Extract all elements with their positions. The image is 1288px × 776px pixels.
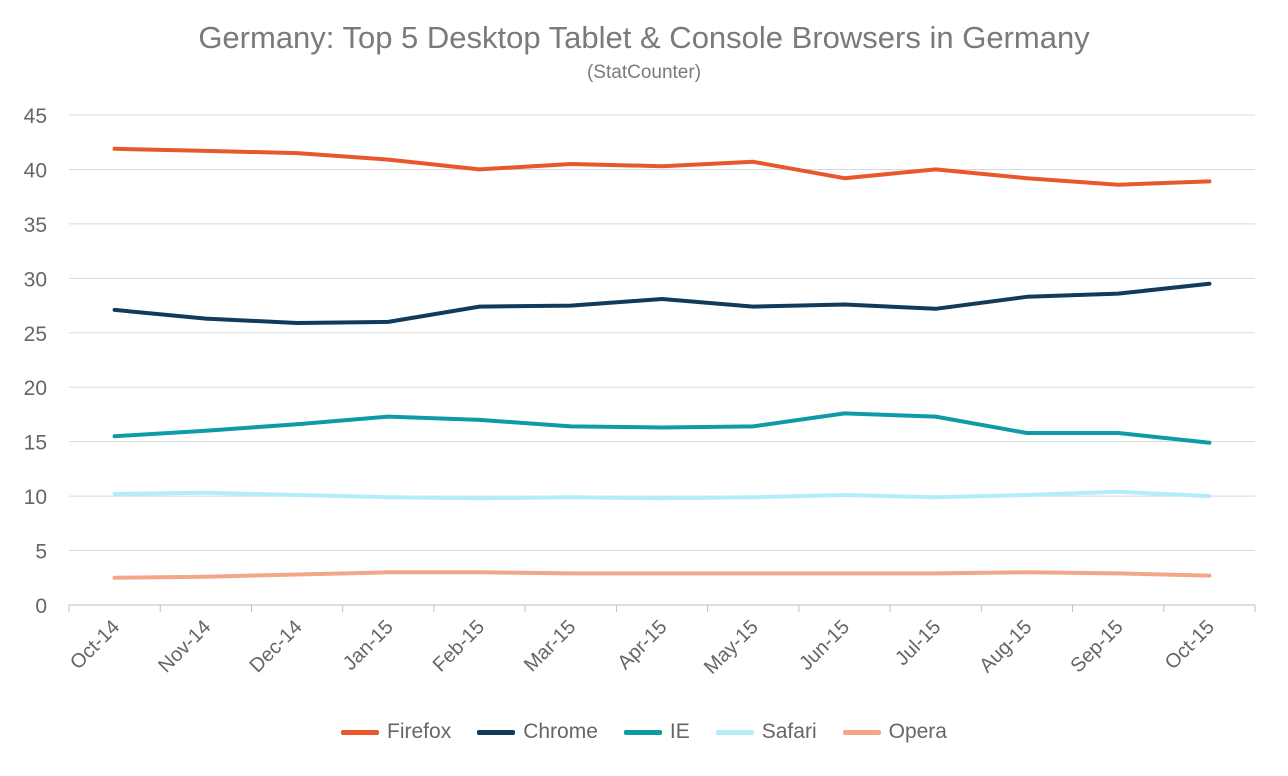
series-line-firefox — [112, 146, 1212, 187]
chart-subtitle: (StatCounter) — [586, 62, 702, 83]
series-line-chrome — [112, 281, 1212, 325]
y-tick-label: 25 — [24, 323, 47, 346]
legend-swatch — [715, 729, 754, 735]
x-tick-label: Nov-14 — [154, 616, 215, 677]
x-tick-label: Oct-14 — [66, 616, 124, 674]
y-tick-label: 0 — [35, 595, 47, 618]
y-tick-label: 5 — [35, 541, 47, 564]
x-tick-label: Mar-15 — [520, 616, 580, 676]
x-tick-label: Dec-14 — [245, 616, 306, 677]
x-tick-label: Apr-15 — [614, 616, 672, 674]
series-line-opera — [112, 570, 1212, 580]
legend-swatch — [842, 729, 881, 735]
legend-item-ie: IE — [623, 720, 690, 744]
legend-label: Firefox — [387, 720, 452, 743]
x-tick-label: Sep-15 — [1067, 616, 1128, 677]
x-tick-label: Aug-15 — [975, 616, 1036, 677]
legend-swatch — [477, 729, 516, 735]
y-tick-label: 40 — [24, 159, 47, 182]
legend-item-opera: Opera — [842, 720, 947, 744]
legend-label: Safari — [761, 720, 817, 743]
legend-swatch — [341, 729, 380, 735]
y-tick-label: 30 — [24, 268, 47, 291]
y-tick-label: 15 — [24, 432, 47, 455]
legend-item-chrome: Chrome — [477, 720, 598, 744]
legend: Firefox Chrome IE Safari Opera — [0, 720, 1288, 744]
legend-item-firefox: Firefox — [341, 720, 451, 744]
y-tick-label: 10 — [24, 486, 47, 509]
legend-item-safari: Safari — [715, 720, 817, 744]
x-tick-label: Oct-15 — [1161, 616, 1219, 674]
x-tick-label: Jun-15 — [795, 616, 854, 675]
legend-label: Opera — [888, 720, 947, 743]
y-tick-label: 45 — [24, 105, 47, 128]
series-line-ie — [112, 411, 1212, 445]
y-tick-label: 20 — [24, 377, 47, 400]
legend-label: Chrome — [523, 720, 598, 743]
y-tick-label: 35 — [24, 214, 47, 237]
x-tick-label: Jan-15 — [339, 616, 398, 675]
chart-title: Germany: Top 5 Desktop Tablet & Console … — [198, 20, 1090, 55]
series-line-safari — [112, 489, 1212, 501]
x-tick-label: Feb-15 — [429, 616, 489, 676]
legend-swatch — [623, 729, 662, 735]
x-tick-label: Jul-15 — [891, 616, 945, 670]
x-tick-label: May-15 — [700, 616, 763, 679]
legend-label: IE — [669, 720, 690, 743]
